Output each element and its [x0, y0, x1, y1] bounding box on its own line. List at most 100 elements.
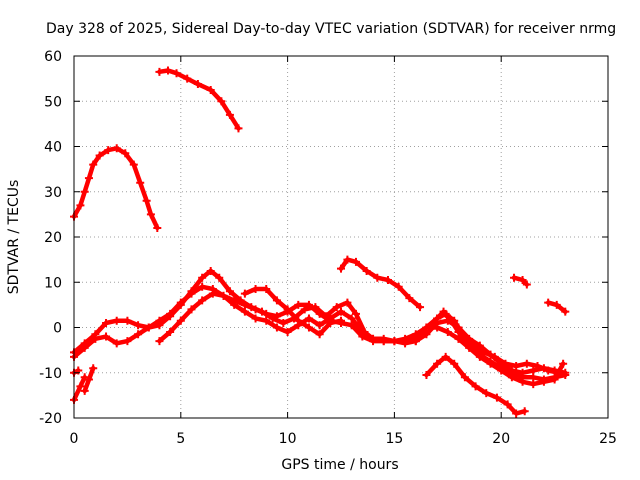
- data-point: [123, 337, 132, 346]
- data-point: [176, 316, 185, 325]
- data-point: [475, 352, 484, 361]
- data-point: [294, 300, 303, 309]
- data-point: [153, 223, 162, 232]
- data-point: [112, 144, 121, 153]
- data-point: [104, 146, 113, 155]
- data-point: [411, 337, 420, 346]
- data-point: [441, 309, 450, 318]
- data-point: [405, 294, 414, 303]
- data-point: [262, 309, 271, 318]
- data-point: [390, 337, 399, 346]
- data-point: [458, 330, 467, 339]
- data-point: [134, 330, 143, 339]
- data-point: [183, 74, 192, 83]
- data-point: [369, 337, 378, 346]
- series-line: [338, 257, 423, 310]
- data-point: [529, 380, 538, 389]
- data-point: [486, 359, 495, 368]
- series-arc-5: [155, 289, 568, 389]
- data-point: [554, 368, 563, 377]
- data-point: [518, 377, 527, 386]
- data-point: [559, 359, 568, 368]
- data-point: [533, 361, 542, 370]
- data-point: [315, 321, 324, 330]
- data-point: [80, 373, 89, 382]
- data-point: [112, 339, 121, 348]
- data-point: [76, 382, 85, 391]
- data-point: [208, 289, 217, 298]
- data-point: [234, 124, 243, 133]
- data-point: [460, 373, 469, 382]
- y-tick-label: 0: [53, 321, 62, 337]
- data-point: [422, 323, 431, 332]
- data-point: [144, 323, 153, 332]
- data-point: [240, 300, 249, 309]
- data-point: [262, 316, 271, 325]
- data-point: [112, 316, 121, 325]
- series-arc-13: [510, 273, 531, 289]
- data-point: [102, 318, 111, 327]
- data-point: [91, 334, 100, 343]
- data-point: [123, 316, 132, 325]
- data-point: [225, 287, 234, 296]
- data-point: [279, 318, 288, 327]
- data-point: [529, 366, 538, 375]
- series-line: [242, 286, 344, 337]
- data-point: [283, 328, 292, 337]
- data-point: [326, 318, 335, 327]
- data-point: [480, 348, 489, 357]
- series-arc-10: [70, 373, 89, 404]
- series-arc-7: [337, 255, 425, 312]
- data-point: [230, 296, 239, 305]
- data-point: [251, 305, 260, 314]
- series-line: [71, 146, 160, 231]
- data-point: [142, 196, 151, 205]
- data-point: [561, 307, 570, 316]
- data-point: [198, 273, 207, 282]
- series-arc-2: [155, 66, 243, 133]
- data-point: [450, 359, 459, 368]
- data-point: [507, 373, 516, 382]
- data-point: [512, 361, 521, 370]
- data-point: [206, 85, 215, 94]
- x-axis-title: GPS time / hours: [281, 457, 398, 473]
- data-point: [187, 289, 196, 298]
- data-point: [518, 275, 527, 284]
- data-point: [383, 275, 392, 284]
- data-point: [358, 332, 367, 341]
- data-point: [501, 359, 510, 368]
- data-point: [155, 337, 164, 346]
- data-point: [544, 298, 553, 307]
- data-point: [219, 291, 228, 300]
- y-tick-label: 50: [44, 94, 62, 110]
- data-point: [172, 69, 181, 78]
- data-point: [304, 314, 313, 323]
- y-tick-label: -10: [39, 366, 62, 382]
- data-point: [198, 296, 207, 305]
- data-point: [80, 187, 89, 196]
- series-arc-6: [240, 285, 345, 339]
- data-point: [520, 407, 529, 416]
- data-point: [416, 303, 425, 312]
- chart-title: Day 328 of 2025, Sidereal Day-to-day VTE…: [46, 21, 616, 37]
- series-arc-8: [411, 309, 563, 377]
- data-point: [550, 375, 559, 384]
- series-line: [71, 375, 87, 403]
- x-axis-ticks: 0 5 10 15 20 25: [70, 56, 617, 447]
- data-point: [401, 334, 410, 343]
- data-point: [102, 332, 111, 341]
- series-arc-1: [70, 144, 162, 232]
- y-axis-ticks: -20 -10 0 10 20 30 40 50 60: [39, 49, 608, 427]
- data-point: [347, 321, 356, 330]
- data-point: [206, 266, 215, 275]
- data-point: [166, 328, 175, 337]
- data-point: [134, 321, 143, 330]
- data-point: [251, 285, 260, 294]
- data-point: [136, 178, 145, 187]
- data-point: [89, 364, 98, 373]
- data-point: [121, 149, 130, 158]
- data-point: [469, 341, 478, 350]
- data-point: [471, 382, 480, 391]
- x-tick-label: 5: [176, 431, 185, 447]
- data-point: [187, 305, 196, 314]
